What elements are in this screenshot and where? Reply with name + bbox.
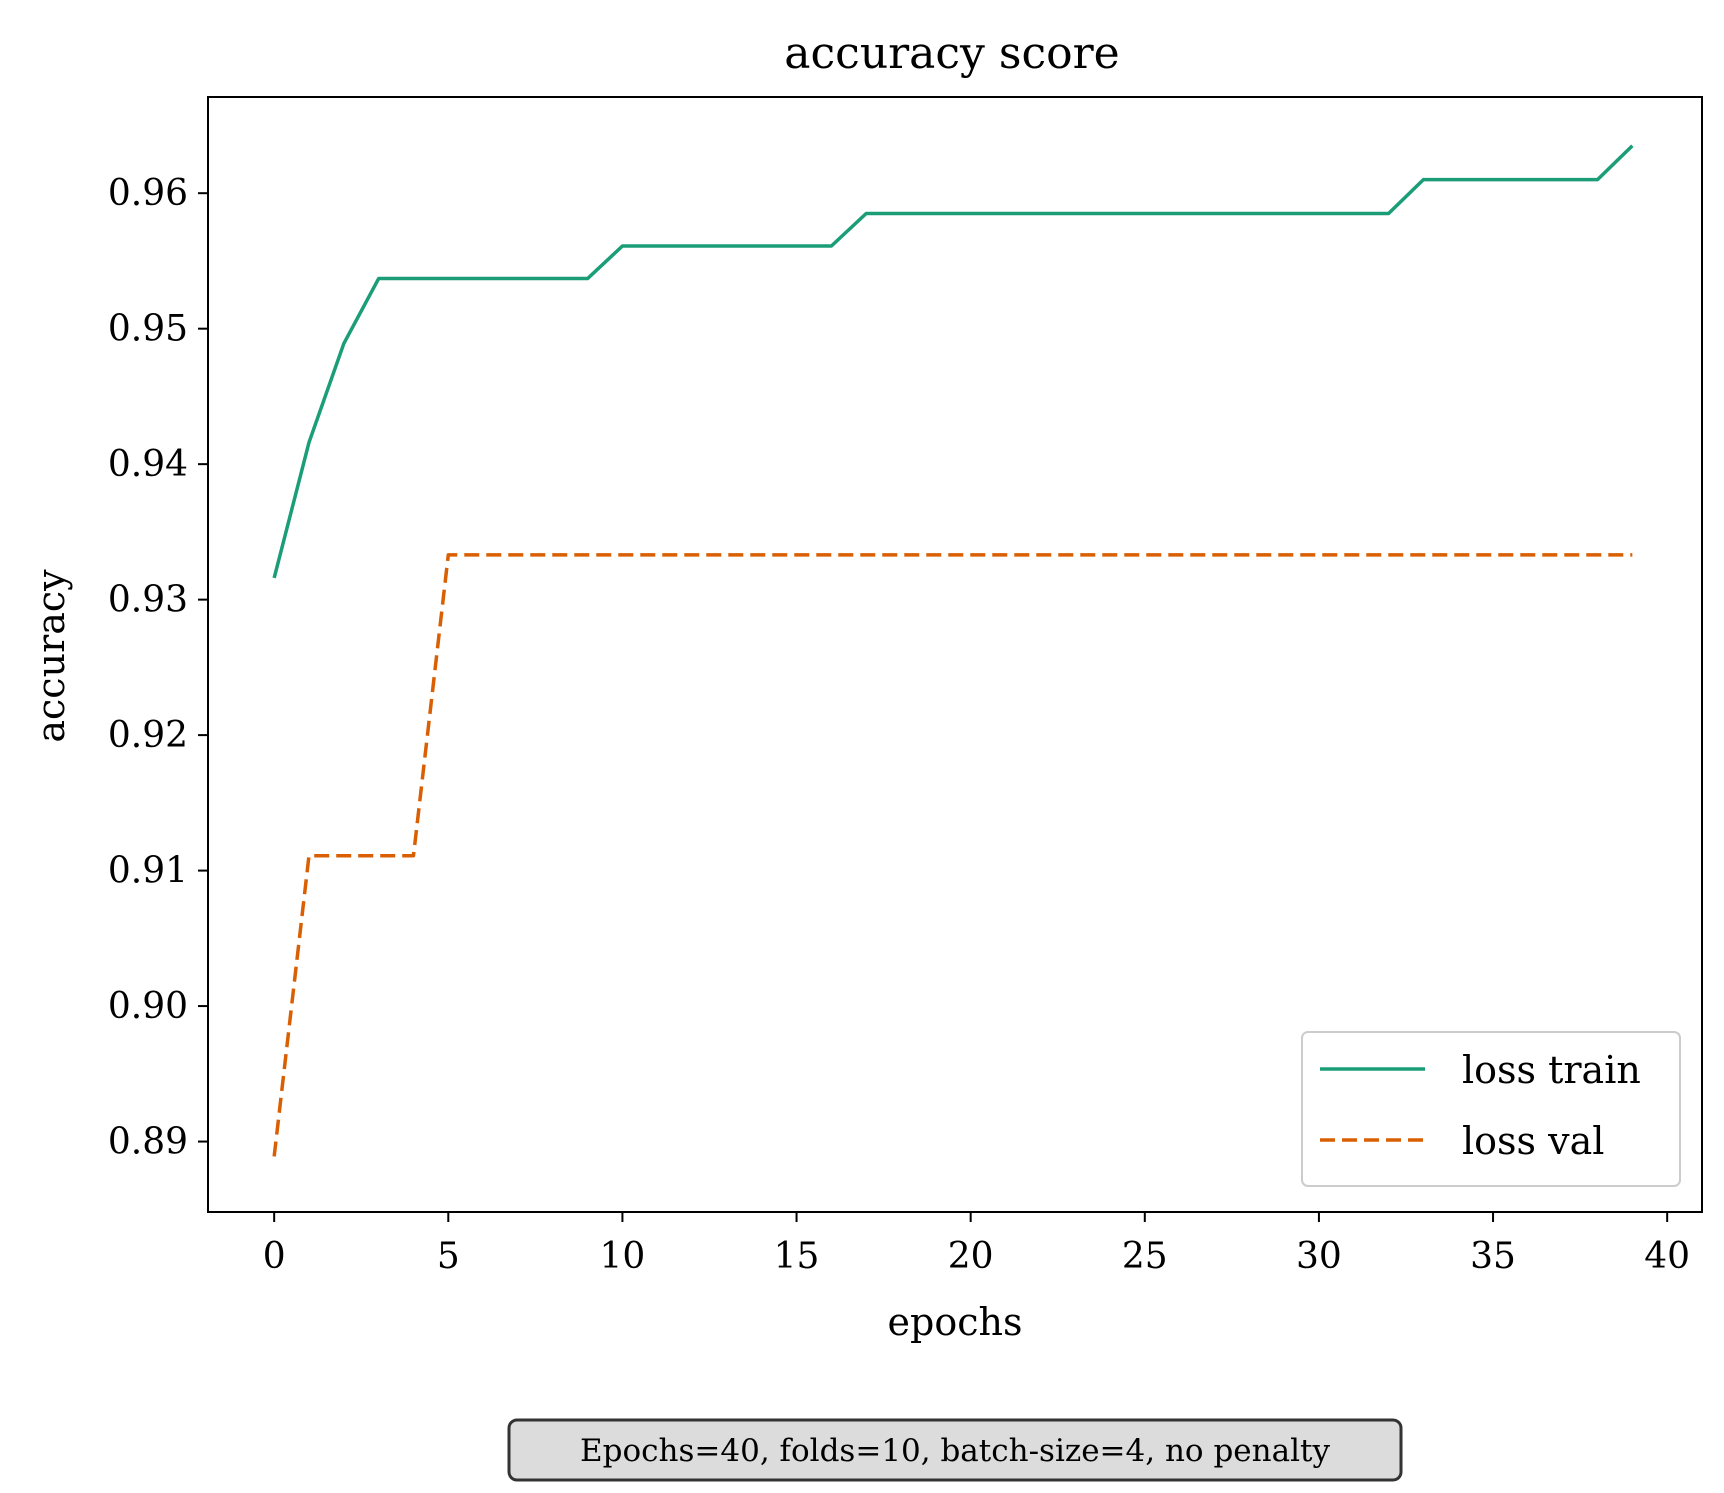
legend-label-loss-train: loss train <box>1462 1048 1641 1092</box>
y-tick-label: 0.93 <box>108 580 188 621</box>
y-tick-label: 0.91 <box>108 851 188 892</box>
plot-area-frame <box>207 96 1703 1213</box>
x-tick-label: 35 <box>1470 1236 1516 1277</box>
y-tick-label: 0.89 <box>108 1122 188 1163</box>
annotation-box: Epochs=40, folds=10, batch-size=4, no pe… <box>507 1418 1403 1482</box>
x-tick-label: 5 <box>437 1236 460 1277</box>
x-tick-label: 30 <box>1296 1236 1342 1277</box>
x-tick-label: 0 <box>263 1236 286 1277</box>
x-tick-label: 20 <box>948 1236 994 1277</box>
annotation-text: Epochs=40, folds=10, batch-size=4, no pe… <box>580 1433 1330 1469</box>
series-layer <box>272 144 1634 1157</box>
y-axis-label: accuracy <box>29 569 73 743</box>
x-axis: 0 5 10 15 20 25 30 35 40 <box>263 1212 1690 1277</box>
y-axis: 0.89 0.90 0.91 0.92 0.93 0.94 0.95 0.96 <box>108 173 208 1163</box>
series-line-loss-train <box>272 144 1634 579</box>
x-tick-label: 15 <box>774 1236 820 1277</box>
annotation-background <box>507 1418 1403 1482</box>
y-tick-label: 0.92 <box>108 715 188 756</box>
x-tick-label: 25 <box>1122 1236 1168 1277</box>
series-line-loss-val <box>272 553 1633 1157</box>
x-tick-label: 40 <box>1644 1236 1690 1277</box>
legend: loss train loss val <box>1301 1031 1681 1187</box>
x-axis-label: epochs <box>888 1300 1023 1344</box>
y-tick-label: 0.95 <box>108 309 188 350</box>
y-tick-label: 0.94 <box>108 444 188 485</box>
y-tick-label: 0.96 <box>108 173 188 214</box>
legend-label-loss-val: loss val <box>1462 1119 1604 1163</box>
chart-title: accuracy score <box>784 28 1119 79</box>
x-tick-label: 10 <box>600 1236 646 1277</box>
y-tick-label: 0.90 <box>108 986 188 1027</box>
